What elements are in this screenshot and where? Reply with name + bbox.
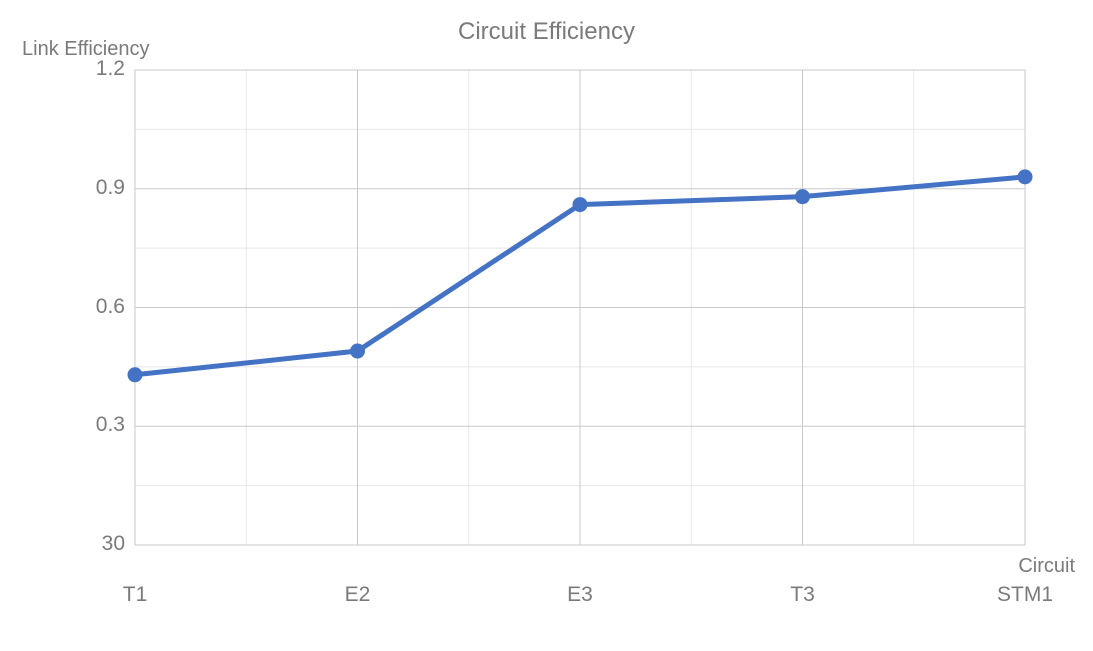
x-tick-label: T3 xyxy=(790,583,815,607)
x-tick-label: E3 xyxy=(567,583,593,607)
chart-plot xyxy=(0,0,1093,651)
x-tick-label: E2 xyxy=(345,583,371,607)
data-marker xyxy=(573,197,588,212)
y-tick-label: 0.3 xyxy=(55,413,125,437)
data-marker xyxy=(128,367,143,382)
y-tick-label: 0.6 xyxy=(55,295,125,319)
y-tick-label: 30 xyxy=(55,532,125,556)
data-marker xyxy=(1018,169,1033,184)
data-marker xyxy=(795,189,810,204)
data-marker xyxy=(350,344,365,359)
x-tick-label: STM1 xyxy=(997,583,1053,607)
y-tick-label: 0.9 xyxy=(55,176,125,200)
y-tick-label: 1.2 xyxy=(55,57,125,81)
x-tick-label: T1 xyxy=(123,583,148,607)
chart-container: Circuit Efficiency Link Efficiency Circu… xyxy=(0,0,1093,651)
